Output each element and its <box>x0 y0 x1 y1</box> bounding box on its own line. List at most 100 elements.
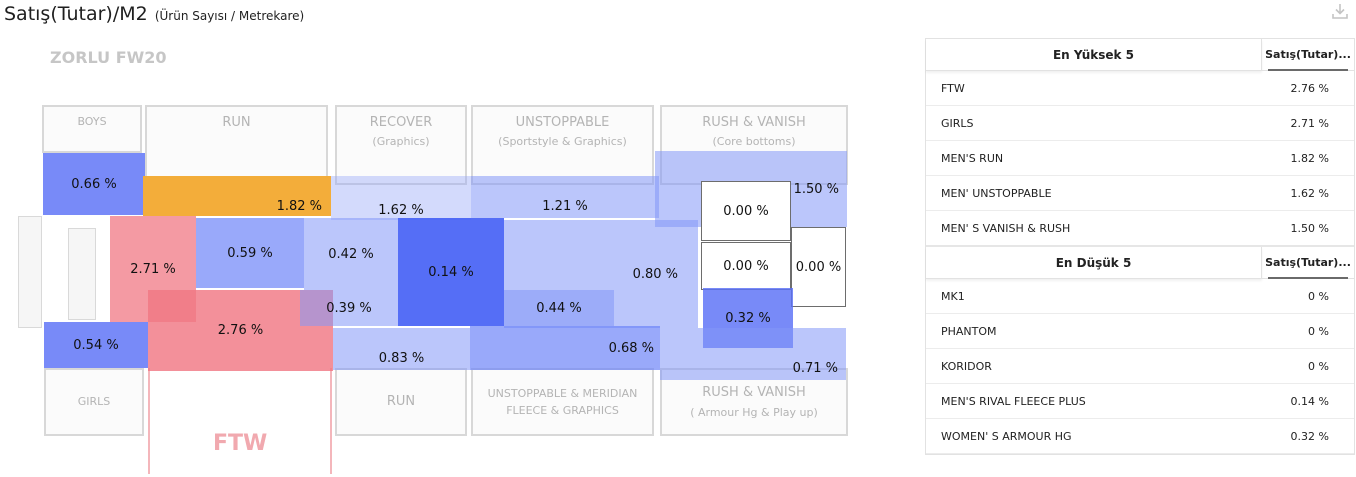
zone-value: 0.66 % <box>71 176 117 192</box>
row-value: 1.50 % <box>1261 210 1354 247</box>
zone-unstoppable[interactable]: 1.21 % <box>471 176 659 218</box>
zone-boys[interactable]: 0.66 % <box>43 153 145 215</box>
row-name: WOMEN' S ARMOUR HG <box>926 418 1262 454</box>
table-row[interactable]: WOMEN' S ARMOUR HG 0.32 % <box>926 418 1354 454</box>
outline-girls: GIRLS <box>44 368 144 436</box>
outline-unstoppable: UNSTOPPABLE (Sportstyle & Graphics) <box>471 105 654 185</box>
zone-rush-b[interactable]: 0.00 % <box>701 242 791 290</box>
outline-run-top: RUN <box>145 105 328 185</box>
zone-meridian[interactable]: 0.68 % <box>470 326 660 370</box>
zone-value: 0.14 % <box>428 264 474 280</box>
row-name: MK1 <box>926 278 1262 314</box>
zone-run-bottom[interactable]: 0.83 % <box>333 328 470 370</box>
outline-sublabel: ( Armour Hg & Play up) <box>690 405 818 419</box>
zone-value: 0.39 % <box>326 300 372 316</box>
zone-value: 0.54 % <box>73 337 119 353</box>
outline-run-bottom: RUN <box>335 368 467 436</box>
outline-label: RUSH & VANISH <box>702 385 806 401</box>
outline-label: GIRLS <box>77 395 111 409</box>
row-name: FTW <box>926 70 1262 106</box>
zone-value: 1.21 % <box>542 199 588 214</box>
side-fixture <box>68 228 96 320</box>
zone-value: 0.71 % <box>792 361 838 376</box>
zone-value: 1.62 % <box>378 203 424 218</box>
outline-label: BOYS <box>77 115 107 128</box>
row-value: 0 % <box>1261 313 1354 349</box>
outline-unstoppable-meridian: UNSTOPPABLE & MERIDIAN FLEECE & GRAPHICS <box>471 368 654 436</box>
zone-rush-c[interactable]: 0.00 % <box>791 227 846 307</box>
outline-label: UNSTOPPABLE & MERIDIAN <box>487 386 638 400</box>
zone-mid-d[interactable]: 0.44 % <box>504 290 614 326</box>
row-name: MEN' UNSTOPPABLE <box>926 175 1262 211</box>
row-value: 0.32 % <box>1261 418 1354 454</box>
top5-value-header[interactable]: Satış(Tutar)... <box>1261 39 1354 71</box>
zone-value: 0.00 % <box>723 258 769 274</box>
outline-recover: RECOVER (Graphics) <box>335 105 467 185</box>
row-value: 2.76 % <box>1261 70 1354 106</box>
row-value: 0 % <box>1261 348 1354 384</box>
table-row[interactable]: FTW 2.76 % <box>926 70 1354 106</box>
zone-rush-bottom[interactable]: 0.71 % <box>660 328 846 380</box>
zone-mid-b[interactable]: 0.42 % <box>304 218 398 290</box>
zone-rush-a[interactable]: 0.00 % <box>701 181 791 241</box>
outline-label: RUSH & VANISH <box>702 115 806 130</box>
zone-mid-a[interactable]: 0.59 % <box>196 218 304 288</box>
title-subtitle: (Ürün Sayısı / Metrekare) <box>154 9 305 23</box>
table-row[interactable]: PHANTOM 0 % <box>926 313 1354 349</box>
chart-title: Satış(Tutar)/M2 (Ürün Sayısı / Metrekare… <box>4 3 304 25</box>
table-row[interactable]: MEN'S RUN 1.82 % <box>926 140 1354 176</box>
bottom5-table: En Düşük 5 Satış(Tutar)... MK1 0 % PHANTO… <box>926 247 1354 454</box>
table-row[interactable]: MEN' UNSTOPPABLE 1.62 % <box>926 175 1354 211</box>
bottom5-header: En Düşük 5 <box>926 247 1262 279</box>
column-header-label: Satış(Tutar)... <box>1265 48 1351 61</box>
zone-rival-fleece[interactable]: 0.14 % <box>398 218 504 326</box>
outline-sublabel: (Sportstyle & Graphics) <box>498 135 627 149</box>
zone-value: 2.71 % <box>130 261 176 277</box>
zone-mid-c[interactable]: 0.39 % <box>300 290 398 326</box>
zone-mens-run[interactable]: 1.82 % <box>143 176 331 216</box>
zone-value: 2.76 % <box>217 323 264 338</box>
zone-girls[interactable]: 0.54 % <box>44 322 148 368</box>
top5-header: En Yüksek 5 <box>926 39 1262 71</box>
zone-recover[interactable]: 1.62 % <box>331 176 471 220</box>
top5-table: En Yüksek 5 Satış(Tutar)... FTW 2.76 % GI… <box>926 39 1354 247</box>
store-name: ZORLU FW20 <box>50 48 167 67</box>
zone-value: 0.00 % <box>795 259 842 275</box>
ftw-label: FTW <box>213 431 268 456</box>
row-value: 1.82 % <box>1261 140 1354 176</box>
zone-value: 0.42 % <box>328 246 374 262</box>
zone-value: 0.59 % <box>227 245 273 261</box>
column-underline <box>1268 69 1348 71</box>
download-icon[interactable] <box>1330 1 1350 21</box>
zone-value: 0.00 % <box>723 203 769 219</box>
zone-value: 0.32 % <box>725 310 771 326</box>
outline-label: RECOVER <box>369 115 433 130</box>
outline-sublabel: (Core bottoms) <box>712 135 796 149</box>
row-name: MEN'S RIVAL FLEECE PLUS <box>926 383 1262 419</box>
row-value: 2.71 % <box>1261 105 1354 141</box>
row-name: MEN'S RUN <box>926 140 1262 176</box>
ftw-divider <box>330 368 332 474</box>
zone-value: 0.80 % <box>632 266 678 282</box>
row-name: GIRLS <box>926 105 1262 141</box>
table-row[interactable]: MEN'S RIVAL FLEECE PLUS 0.14 % <box>926 383 1354 419</box>
table-row[interactable]: MK1 0 % <box>926 278 1354 314</box>
outline-label: UNSTOPPABLE <box>515 115 610 130</box>
row-value: 1.62 % <box>1261 175 1354 211</box>
row-value: 0 % <box>1261 278 1354 314</box>
side-fixture <box>18 216 42 328</box>
column-header-label: Satış(Tutar)... <box>1265 256 1351 269</box>
outline-label: RUN <box>386 393 416 409</box>
row-name: PHANTOM <box>926 313 1262 349</box>
bottom5-value-header[interactable]: Satış(Tutar)... <box>1261 247 1354 279</box>
outline-sublabel: (Graphics) <box>372 135 430 149</box>
outline-sublabel: FLEECE & GRAPHICS <box>506 404 619 417</box>
ftw-divider <box>148 368 150 474</box>
table-row[interactable]: KORIDOR 0 % <box>926 348 1354 384</box>
zone-value: 0.68 % <box>608 340 654 356</box>
table-row[interactable]: MEN' S VANISH & RUSH 1.50 % <box>926 210 1354 247</box>
row-name: MEN' S VANISH & RUSH <box>926 210 1262 247</box>
zone-value: 1.50 % <box>793 181 839 197</box>
table-row[interactable]: GIRLS 2.71 % <box>926 105 1354 141</box>
row-value: 0.14 % <box>1261 383 1354 419</box>
